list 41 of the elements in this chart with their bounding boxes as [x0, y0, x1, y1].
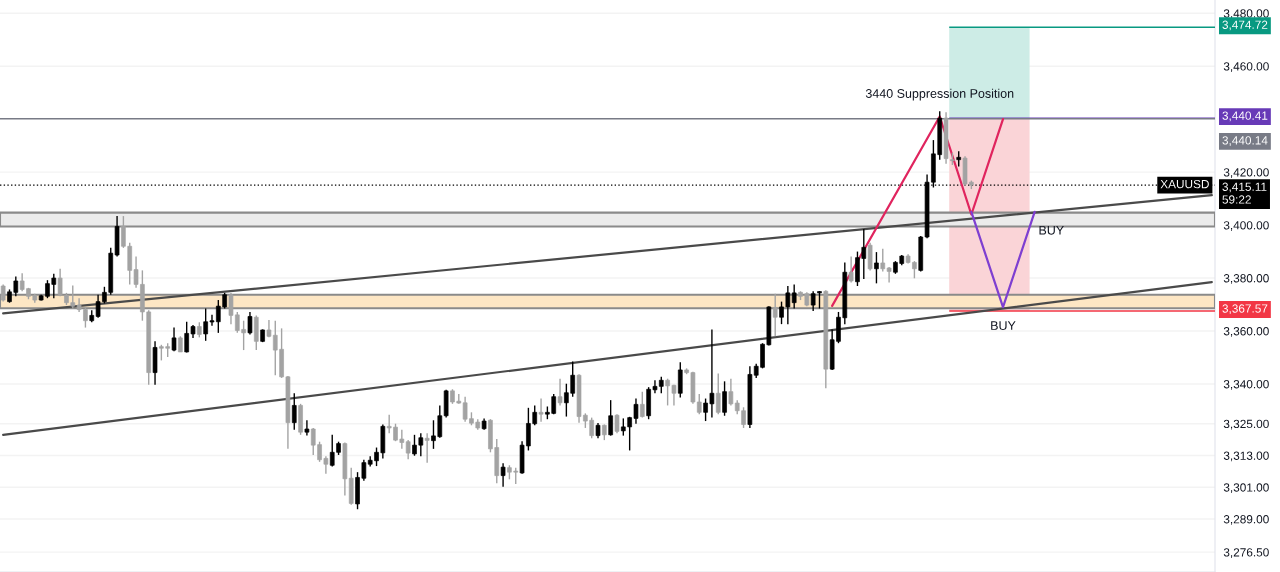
candlestick [291, 392, 297, 431]
y-tick-label: 3,420.00 [1223, 168, 1269, 178]
candlestick [405, 439, 411, 460]
candlestick [304, 419, 310, 437]
candlestick [57, 268, 63, 298]
y-tick-label: 3,400.00 [1223, 221, 1269, 231]
annotation: BUY [991, 321, 1016, 330]
annotation: XAUUSD [1160, 179, 1209, 189]
y-tick-label: 3,301.00 [1223, 483, 1269, 494]
y-tick-label: 3,460.00 [1223, 62, 1269, 72]
y-tick-label: 3,480.00 [1223, 9, 1269, 20]
candlestick [874, 251, 879, 285]
candlestick [791, 283, 797, 310]
candlestick [538, 397, 544, 423]
candlestick [424, 432, 430, 464]
candlestick [772, 292, 778, 338]
y-tick-label: 3,289.00 [1223, 515, 1269, 525]
candlestick [867, 242, 873, 272]
candlestick [722, 380, 727, 417]
y-tick-label: 3,380.00 [1223, 274, 1269, 284]
y-tick-label: 3,313.00 [1223, 451, 1269, 462]
ref-line-label: 3,415.11 59:22 [1222, 182, 1267, 204]
ref-line-label: 3,367.57 [1222, 304, 1268, 315]
ref-line-label: 3,440.41 [1222, 111, 1268, 122]
candlestick [848, 255, 854, 284]
line-series [831, 115, 1005, 307]
candlestick [608, 399, 613, 437]
candlestick [500, 462, 506, 488]
candlestick [557, 377, 563, 407]
candlestick [639, 390, 645, 419]
annotation: 3440 Suppression Position [865, 88, 1014, 101]
y-tick-label: 3,360.00 [1223, 327, 1269, 337]
ref-line-label: 3,474.72 [1222, 20, 1268, 31]
candlestick [715, 372, 721, 415]
y-tick-label: 3,340.00 [1223, 380, 1269, 390]
y-tick-label: 3,276.50 [1223, 548, 1269, 558]
ref-line-label: 3,440.14 [1222, 136, 1268, 146]
candlestick [614, 413, 620, 434]
annotation: BUY [1039, 225, 1064, 235]
y-tick-label: 3,325.00 [1223, 419, 1269, 430]
candlestick [677, 361, 683, 399]
